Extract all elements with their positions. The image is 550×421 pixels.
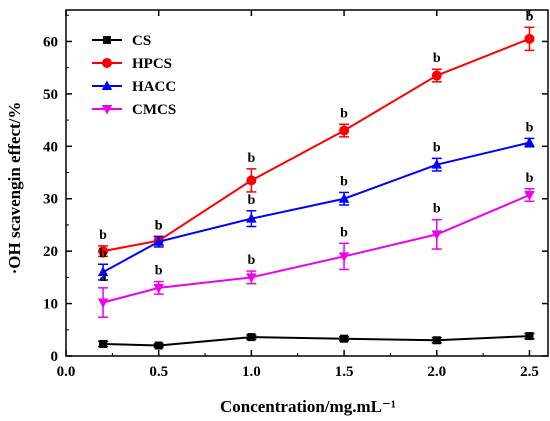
y-tick-label: 60 bbox=[43, 34, 58, 50]
significance-label: b bbox=[526, 9, 534, 24]
data-point bbox=[524, 33, 535, 44]
significance-label: b bbox=[155, 218, 163, 233]
legend-item-hpcs: HPCS bbox=[92, 56, 172, 72]
axes: 0.0 0.5 1.0 1.5 2.0 2.5 0 10 20 30 40 50 60 bbox=[43, 9, 549, 380]
significance-label: b bbox=[247, 151, 255, 166]
x-tick-label: 0.5 bbox=[149, 364, 168, 380]
legend-label: CMCS bbox=[132, 102, 176, 118]
x-tick-label: 0.0 bbox=[57, 364, 76, 380]
series-line bbox=[102, 141, 530, 273]
significance-label: b bbox=[99, 228, 107, 243]
data-point bbox=[525, 332, 534, 341]
plot-frame bbox=[65, 9, 549, 357]
data-point bbox=[431, 159, 443, 169]
x-tick-label: 2.0 bbox=[427, 364, 446, 380]
legend-item-cs: CS bbox=[92, 33, 151, 49]
data-point bbox=[432, 336, 441, 345]
y-tick-label: 40 bbox=[43, 139, 58, 155]
data-point bbox=[246, 175, 257, 186]
legend-label: CS bbox=[132, 33, 151, 49]
series-line bbox=[103, 335, 530, 347]
data-point bbox=[97, 266, 109, 277]
x-tick-label: 1.5 bbox=[335, 364, 354, 380]
series-line bbox=[102, 37, 530, 253]
data-point bbox=[153, 283, 164, 294]
data-point bbox=[340, 334, 349, 343]
legend-marker bbox=[102, 58, 112, 68]
significance-label: b bbox=[155, 264, 163, 279]
significance-label: b bbox=[340, 106, 348, 121]
legend-item-cmcs: CMCS bbox=[92, 102, 176, 118]
y-tick-label: 0 bbox=[51, 349, 59, 365]
significance-label: b bbox=[99, 246, 107, 261]
data-point bbox=[247, 333, 256, 342]
data-point bbox=[431, 230, 443, 240]
legend-item-hacc: HACC bbox=[92, 79, 176, 95]
data-point bbox=[338, 252, 350, 262]
significance-label: b bbox=[247, 193, 255, 208]
data-point bbox=[154, 341, 163, 350]
significance-label: b bbox=[526, 171, 534, 186]
y-tick-label: 50 bbox=[43, 87, 58, 103]
data-point bbox=[246, 213, 257, 223]
x-tick-label: 1.0 bbox=[242, 364, 261, 380]
y-tick-label: 30 bbox=[43, 192, 58, 208]
legend-label: HPCS bbox=[132, 56, 172, 72]
y-axis-title: ·OH scavengin effect/% bbox=[5, 102, 24, 275]
significance-label: a bbox=[100, 270, 107, 285]
significance-label: b bbox=[340, 174, 348, 189]
significance-label: b bbox=[433, 51, 441, 66]
significance-label: b bbox=[155, 218, 163, 233]
significance-label: b bbox=[433, 140, 441, 155]
significance-label: b bbox=[247, 253, 255, 268]
data-point bbox=[246, 273, 257, 283]
data-point bbox=[524, 191, 535, 201]
series-cs bbox=[98, 332, 535, 350]
significance-label: b bbox=[340, 225, 348, 240]
legend-marker bbox=[101, 105, 113, 115]
y-tick-label: 10 bbox=[43, 297, 58, 313]
data-point bbox=[524, 137, 535, 147]
significance-label: b bbox=[526, 120, 534, 135]
data-point bbox=[97, 298, 109, 309]
y-tick-label: 20 bbox=[43, 244, 58, 260]
x-tick-label: 2.5 bbox=[520, 364, 539, 380]
legend-marker bbox=[103, 36, 111, 44]
data-point bbox=[339, 125, 350, 136]
data-point bbox=[431, 70, 442, 81]
data-point bbox=[338, 193, 350, 203]
data-point bbox=[98, 246, 109, 257]
significance-label: b bbox=[433, 202, 441, 217]
series-line bbox=[102, 194, 530, 304]
data-point bbox=[99, 339, 108, 348]
x-axis-title: Concentration/mg.mL⁻¹ bbox=[220, 397, 396, 416]
legend-marker bbox=[101, 80, 113, 90]
legend-label: HACC bbox=[132, 79, 176, 95]
legend: CS HPCS HACC CMCS bbox=[92, 33, 176, 118]
data-point bbox=[153, 236, 164, 246]
